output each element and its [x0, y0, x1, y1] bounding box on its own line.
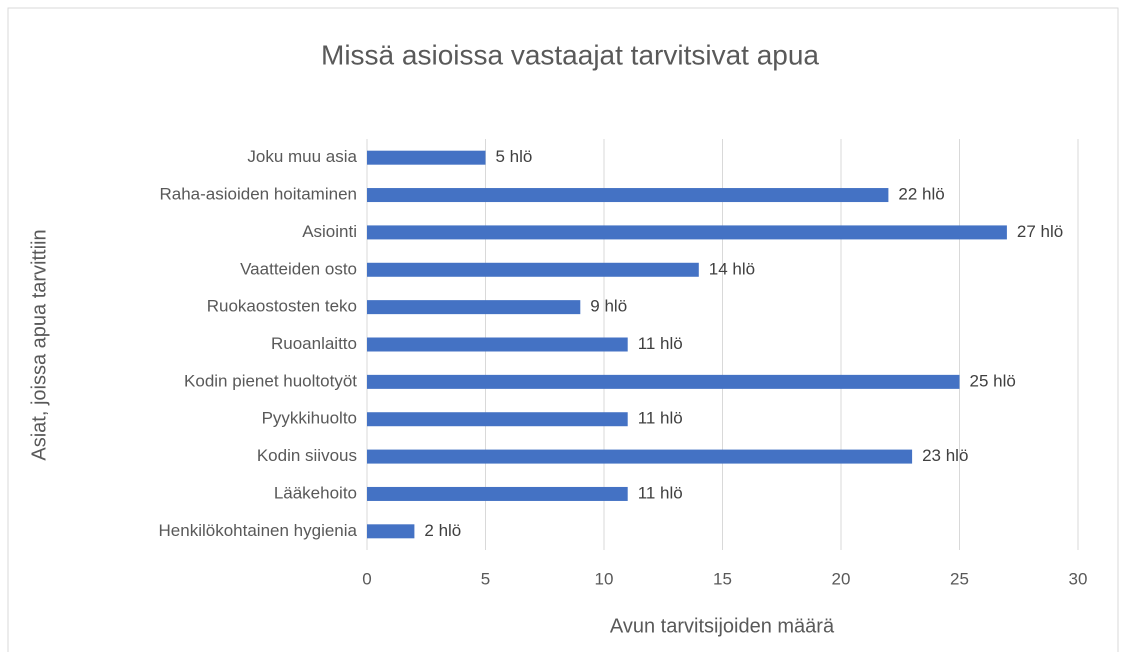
x-tick-label: 20 [832, 569, 851, 588]
value-label: 2 hlö [424, 521, 461, 540]
y-tick-label: Kodin pienet huoltotyöt [184, 371, 357, 390]
x-tick-label: 5 [481, 569, 490, 588]
value-label: 11 hlö [638, 409, 683, 428]
y-axis-title: Asiat, joissa apua tarvittiin [28, 229, 50, 460]
y-tick-label: Lääkehoito [274, 483, 357, 502]
value-label: 27 hlö [1017, 222, 1063, 241]
bar [367, 374, 960, 389]
bar [367, 449, 913, 464]
y-tick-label: Ruoanlaitto [271, 334, 357, 353]
value-label: 11 hlö [638, 483, 683, 502]
x-tick-label: 25 [950, 569, 969, 588]
chart-title: Missä asioissa vastaajat tarvitsivat apu… [321, 39, 819, 70]
bar [367, 150, 486, 165]
x-tick-label: 15 [713, 569, 732, 588]
y-tick-label: Vaatteiden osto [240, 259, 357, 278]
y-tick-label: Kodin siivous [257, 446, 357, 465]
bar [367, 188, 889, 203]
x-axis-title: Avun tarvitsijoiden määrä [610, 615, 835, 637]
bar [367, 300, 581, 315]
bar [367, 225, 1007, 240]
bar [367, 262, 699, 277]
x-tick-label: 30 [1069, 569, 1088, 588]
chart-frame [7, 7, 1119, 652]
bar [367, 412, 628, 427]
value-label: 22 hlö [898, 185, 944, 204]
bar [367, 524, 415, 539]
y-tick-label: Asiointi [302, 222, 357, 241]
bar [367, 337, 628, 352]
y-tick-label: Ruokaostosten teko [207, 297, 357, 316]
value-label: 11 hlö [638, 334, 683, 353]
y-tick-label: Pyykkihuolto [262, 409, 357, 428]
y-tick-label: Henkilökohtainen hygienia [159, 521, 358, 540]
value-label: 5 hlö [496, 147, 533, 166]
value-label: 25 hlö [970, 371, 1016, 390]
x-tick-label: 10 [595, 569, 614, 588]
x-tick-label: 0 [362, 569, 371, 588]
value-label: 23 hlö [922, 446, 968, 465]
bar [367, 486, 628, 501]
value-label: 9 hlö [590, 297, 627, 316]
y-tick-label: Joku muu asia [247, 147, 357, 166]
value-label: 14 hlö [709, 259, 755, 278]
y-tick-label: Raha-asioiden hoitaminen [159, 185, 357, 204]
